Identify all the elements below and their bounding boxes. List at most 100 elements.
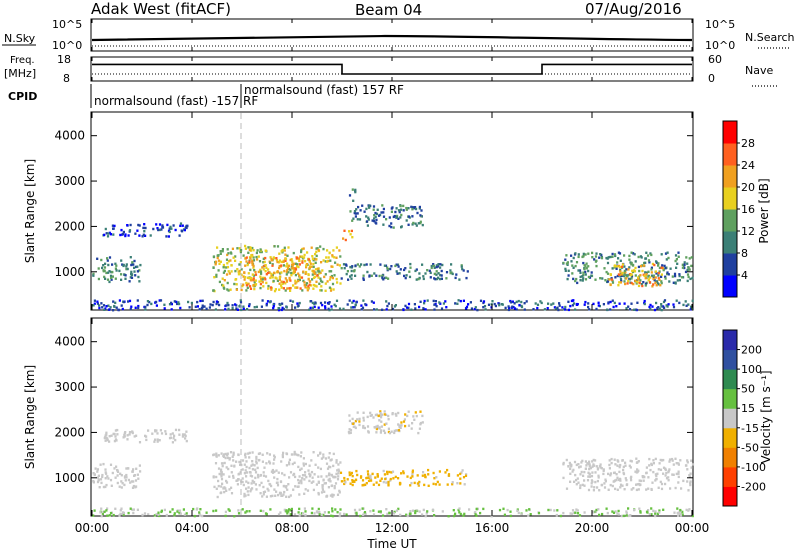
- data-cell: [227, 307, 230, 311]
- data-cell: [215, 509, 218, 512]
- data-cell: [131, 261, 134, 264]
- data-cell: [336, 281, 339, 284]
- data-cell: [410, 205, 413, 209]
- data-cell: [642, 281, 645, 284]
- data-cell: [624, 271, 627, 274]
- data-cell: [625, 510, 628, 513]
- data-cell: [579, 486, 582, 490]
- data-cell: [144, 234, 147, 237]
- data-cell: [331, 282, 335, 286]
- data-cell: [259, 509, 262, 512]
- velocity-cbar-label: Velocity [m s⁻¹]: [759, 370, 773, 463]
- data-cell: [118, 299, 121, 302]
- data-cell: [571, 272, 574, 275]
- data-cell: [120, 474, 123, 477]
- data-cell: [672, 305, 676, 309]
- data-cell: [129, 276, 132, 279]
- data-cell: [662, 466, 666, 469]
- data-cell: [599, 253, 602, 256]
- data-cell: [421, 223, 424, 227]
- data-cell: [416, 474, 419, 477]
- time-axis: 00:00 04:00 08:00 12:00 16:00 20:00 00:00: [75, 19, 709, 535]
- data-cell: [571, 509, 575, 512]
- data-cell: [690, 256, 693, 259]
- data-cell: [464, 474, 468, 477]
- data-cell: [687, 275, 690, 279]
- nsearch-tick-bottom: 10^0: [705, 39, 735, 52]
- data-cell: [311, 273, 314, 276]
- data-cell: [547, 302, 550, 305]
- data-cell: [306, 289, 309, 292]
- freq-step-trace: [92, 63, 692, 75]
- data-cell: [361, 204, 364, 207]
- data-cell: [663, 299, 667, 302]
- data-cell: [302, 279, 305, 283]
- data-cell: [274, 288, 277, 291]
- data-cell: [262, 268, 265, 271]
- data-cell: [625, 268, 628, 271]
- data-cell: [249, 257, 252, 260]
- data-cell: [290, 453, 293, 456]
- data-cell: [351, 301, 354, 304]
- data-cell: [349, 210, 352, 213]
- colorbar-swatch: [723, 165, 737, 188]
- data-cell: [125, 476, 128, 479]
- data-cell: [113, 432, 116, 436]
- data-cell: [333, 303, 336, 306]
- data-cell: [397, 217, 400, 220]
- data-cell: [336, 263, 339, 266]
- data-cell: [335, 299, 339, 302]
- data-cell: [689, 277, 692, 281]
- data-cell: [104, 436, 107, 439]
- data-cell: [301, 477, 304, 480]
- data-cell: [567, 300, 570, 303]
- data-cell: [222, 271, 225, 274]
- data-cell: [617, 509, 620, 513]
- data-cell: [239, 299, 242, 302]
- data-cell: [235, 288, 238, 291]
- data-cell: [424, 272, 427, 275]
- data-cell: [215, 487, 218, 490]
- data-cell: [664, 267, 667, 270]
- velocity-ylabel: Slant Range [km]: [23, 365, 37, 469]
- data-cell: [314, 284, 317, 287]
- data-cell: [119, 509, 122, 512]
- data-cell: [297, 511, 300, 514]
- data-cell: [336, 478, 340, 481]
- data-cell: [438, 301, 441, 304]
- data-cell: [349, 265, 352, 269]
- data-cell: [361, 479, 365, 482]
- data-cell: [354, 212, 357, 215]
- data-cell: [354, 188, 357, 192]
- data-cell: [292, 262, 295, 265]
- data-cell: [97, 479, 100, 482]
- data-cell: [122, 511, 125, 515]
- data-cell: [305, 263, 308, 266]
- data-cell: [122, 513, 125, 516]
- data-cell: [568, 461, 571, 465]
- data-cell: [462, 299, 465, 302]
- data-cell: [136, 299, 139, 302]
- data-cell: [221, 283, 224, 287]
- data-cell: [331, 254, 334, 257]
- data-cell: [128, 280, 131, 283]
- data-cell: [158, 439, 161, 442]
- data-cell: [606, 257, 609, 260]
- data-cell: [267, 268, 270, 271]
- data-cell: [400, 225, 403, 228]
- data-cell: [549, 508, 552, 512]
- data-cell: [407, 424, 411, 427]
- data-cell: [416, 482, 419, 485]
- data-cell: [595, 307, 598, 311]
- data-cell: [422, 508, 425, 512]
- data-cell: [229, 259, 232, 262]
- data-cell: [635, 282, 638, 285]
- data-cell: [652, 283, 655, 286]
- data-cell: [92, 514, 95, 517]
- data-cell: [284, 257, 288, 261]
- data-cell: [557, 308, 560, 312]
- data-cell: [114, 476, 117, 479]
- data-cell: [262, 471, 265, 474]
- data-cell: [348, 428, 351, 431]
- data-cell: [608, 278, 611, 281]
